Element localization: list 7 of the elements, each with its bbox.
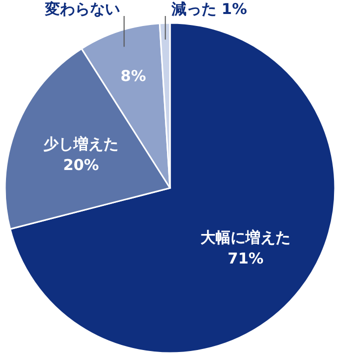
slice-label: 大幅に増えた <box>200 228 291 247</box>
data-label: 20% <box>63 156 99 174</box>
data-label: 8% <box>120 67 146 86</box>
data-label: 71% <box>228 250 264 268</box>
slice-label: 変わらない <box>44 0 120 18</box>
slice-label: 少し増えた <box>44 134 119 153</box>
slice-label: 減った 1% <box>170 0 248 18</box>
